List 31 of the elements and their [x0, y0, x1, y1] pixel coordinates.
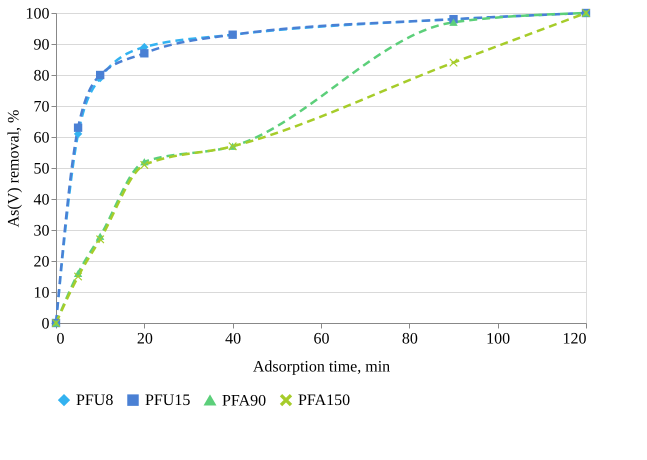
y-tick-label: 30 — [34, 222, 50, 240]
x-tick-label: 120 — [562, 330, 586, 348]
x-tick-label: 80 — [402, 330, 418, 348]
point — [449, 58, 458, 67]
point — [74, 124, 82, 132]
legend-label: PFA90 — [222, 392, 266, 410]
point — [140, 160, 149, 170]
x-axis-title: Adsorption time, min — [252, 358, 390, 376]
y-tick-label: 20 — [34, 254, 50, 270]
y-tick-label: 80 — [34, 68, 50, 84]
x-tick-label: 40 — [225, 330, 242, 348]
point — [96, 70, 104, 80]
x-tick-label: 100 — [486, 330, 510, 348]
legend-label: PFU8 — [76, 392, 114, 410]
x-tick-label: 60 — [314, 330, 330, 348]
point — [449, 18, 458, 26]
point — [74, 272, 82, 281]
y-tick-label: 100 — [26, 6, 50, 22]
y-tick-label: 60 — [34, 130, 50, 146]
legend-label: PFA150 — [298, 392, 350, 410]
point — [140, 49, 149, 58]
y-axis-title: As(V) removal, % — [6, 110, 22, 228]
x-tick-label: 0 — [56, 330, 64, 348]
y-tick-label: 40 — [34, 192, 50, 208]
y-tick-label: 50 — [34, 160, 50, 178]
y-tick-label: 90 — [34, 36, 50, 54]
y-tick-label: 0 — [42, 316, 50, 332]
y-tick-label: 10 — [34, 284, 50, 302]
legend-label: PFU15 — [145, 392, 190, 410]
x-tick-label: 20 — [136, 330, 153, 348]
y-tick-label: 70 — [34, 98, 50, 116]
